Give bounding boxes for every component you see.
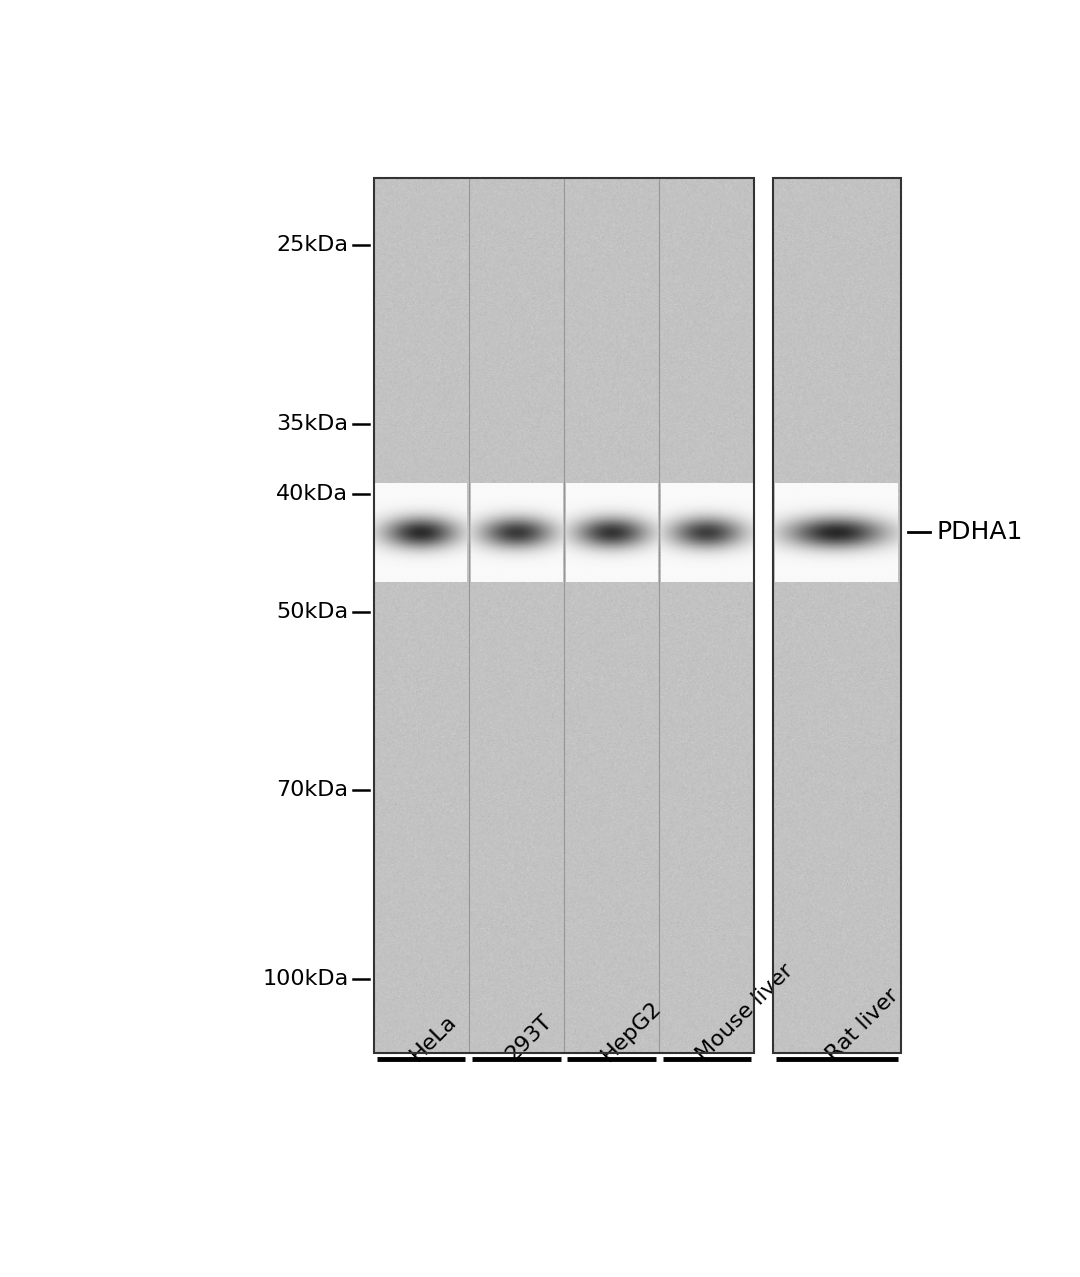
Bar	[773, 178, 901, 1054]
Text: 35kDa: 35kDa	[276, 414, 349, 433]
Text: 50kDa: 50kDa	[276, 603, 349, 622]
Text: 40kDa: 40kDa	[276, 484, 349, 504]
Text: HeLa: HeLa	[407, 1011, 461, 1065]
Text: 100kDa: 100kDa	[262, 969, 349, 988]
Text: 70kDa: 70kDa	[276, 780, 349, 801]
Text: 293T: 293T	[502, 1011, 556, 1065]
Text: PDHA1: PDHA1	[936, 521, 1023, 544]
Bar	[374, 178, 754, 1054]
Text: HepG2: HepG2	[597, 997, 665, 1065]
Text: 25kDa: 25kDa	[276, 235, 349, 255]
Text: Mouse liver: Mouse liver	[692, 960, 797, 1065]
Text: Rat liver: Rat liver	[823, 985, 903, 1065]
